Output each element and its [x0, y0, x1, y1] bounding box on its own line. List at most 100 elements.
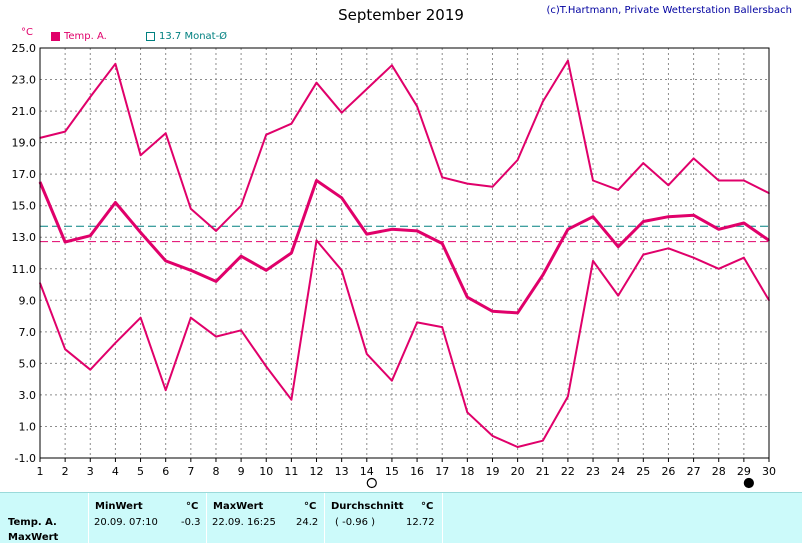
- x-tick-label: 12: [310, 465, 324, 478]
- data-point-mean: [89, 234, 92, 237]
- y-tick-label: -1.0: [15, 452, 36, 465]
- x-tick-label: 17: [435, 465, 449, 478]
- avg-value: 12.72: [406, 517, 435, 528]
- data-point-min: [240, 329, 242, 332]
- stats-divider: [442, 493, 443, 544]
- avg-header: Durchschnitt: [331, 501, 404, 512]
- y-tick-label: 13.0: [12, 231, 37, 244]
- data-point-min: [466, 411, 469, 414]
- data-point-min: [642, 253, 645, 256]
- data-point-mean: [114, 201, 117, 204]
- series-line-min: [39, 239, 770, 448]
- data-point-max: [290, 122, 293, 125]
- chart-title: September 2019: [338, 6, 464, 24]
- x-tick-label: 24: [611, 465, 625, 478]
- data-point-mean: [466, 296, 469, 298]
- x-tick-label: 13: [335, 465, 349, 478]
- y-tick-label: 23.0: [12, 74, 37, 87]
- data-point-mean: [240, 255, 242, 257]
- min-header: MinWert: [95, 501, 143, 512]
- x-tick-label: 19: [485, 465, 499, 478]
- data-point-mean: [592, 215, 594, 218]
- data-point-min: [114, 342, 117, 344]
- data-point-mean: [441, 242, 444, 245]
- data-point-max: [89, 96, 92, 98]
- x-tick-label: 6: [162, 465, 169, 478]
- min-time: 20.09. 07:10: [94, 517, 158, 528]
- x-tick-label: 15: [385, 465, 399, 478]
- stats-divider: [324, 493, 325, 544]
- y-tick-label: 25.0: [12, 42, 37, 55]
- x-tick-label: 7: [187, 465, 194, 478]
- plot-area: [40, 48, 769, 458]
- data-point-max: [215, 230, 217, 232]
- data-point-mean: [391, 228, 393, 231]
- reference-lines: [40, 225, 769, 243]
- y-unit-label: °C: [21, 27, 33, 38]
- data-point-min: [592, 260, 594, 262]
- data-point-min: [567, 395, 569, 398]
- data-point-max: [240, 204, 242, 207]
- data-point-min: [315, 239, 318, 242]
- data-point-min: [441, 326, 444, 328]
- max-time: 22.09. 16:25: [212, 517, 276, 528]
- max-unit: °C: [304, 501, 317, 512]
- legend-item-monthly-mean: 13.7 Monat-Ø: [146, 31, 227, 42]
- y-tick-label: 11.0: [12, 263, 37, 276]
- data-point-max: [617, 189, 619, 191]
- data-point-min: [215, 335, 217, 338]
- min-value: -0.3: [181, 517, 201, 528]
- y-tick-label: 5.0: [19, 357, 37, 370]
- data-point-mean: [215, 280, 217, 283]
- data-point-min: [617, 294, 619, 297]
- data-point-min: [391, 379, 393, 382]
- x-tick-labels: 1 2 3 4 5 6 7 8 9 10 11 12 13 14 15 16 17 18 19 20 21 22 23 24 2…: [37, 465, 777, 478]
- x-tick-label: 5: [137, 465, 144, 478]
- y-tick-label: 19.0: [12, 137, 37, 150]
- data-point-min: [743, 256, 745, 259]
- data-point-max: [516, 159, 519, 161]
- data-point-min: [416, 321, 418, 324]
- data-point-mean: [265, 269, 268, 272]
- data-point-max: [743, 179, 745, 182]
- data-point-mean: [365, 233, 368, 235]
- data-point-mean: [743, 222, 745, 224]
- x-tick-label: 30: [762, 465, 776, 478]
- data-point-min: [365, 353, 368, 355]
- x-tick-label: 16: [410, 465, 424, 478]
- data-point-min: [667, 247, 670, 250]
- data-point-max: [692, 157, 695, 160]
- data-point-mean: [567, 228, 569, 231]
- temperature-chart: -1.0 1.0 3.0 5.0 7.0 9.0 11.0 13.0 15.0 17.0 19.0 2…: [12, 42, 777, 489]
- data-point-max: [340, 111, 343, 114]
- max-header: MaxWert: [213, 501, 264, 512]
- series-line-mean: [38, 179, 770, 315]
- data-point-mean: [541, 274, 544, 276]
- data-point-min: [340, 269, 343, 272]
- data-point-mean: [315, 179, 318, 182]
- data-point-mean: [692, 214, 695, 216]
- stats-divider: [206, 493, 207, 544]
- stats-panel: Temp. A. MaxWert MinWert °C 20.09. 07:10…: [0, 492, 802, 544]
- data-point-max: [114, 62, 117, 65]
- x-tick-label: 25: [636, 465, 650, 478]
- min-unit: °C: [186, 501, 199, 512]
- x-tick-label: 4: [112, 465, 119, 478]
- y-tick-label: 21.0: [12, 105, 37, 118]
- y-tick-label: 7.0: [19, 326, 37, 339]
- x-tick-label: 23: [586, 465, 600, 478]
- new-moon-icon: [743, 477, 754, 489]
- data-point-min: [516, 446, 519, 448]
- x-tick-label: 18: [460, 465, 474, 478]
- data-point-mean: [667, 215, 670, 218]
- data-point-min: [190, 316, 192, 319]
- data-point-max: [642, 162, 645, 164]
- x-tick-label: 22: [561, 465, 575, 478]
- x-tick-label: 27: [687, 465, 701, 478]
- series-group: [38, 59, 770, 448]
- data-point-max: [416, 105, 418, 108]
- stats-row-label: Temp. A.: [8, 517, 57, 528]
- data-point-max: [315, 81, 318, 84]
- y-tick-label: 9.0: [19, 294, 37, 307]
- data-point-max: [592, 179, 594, 182]
